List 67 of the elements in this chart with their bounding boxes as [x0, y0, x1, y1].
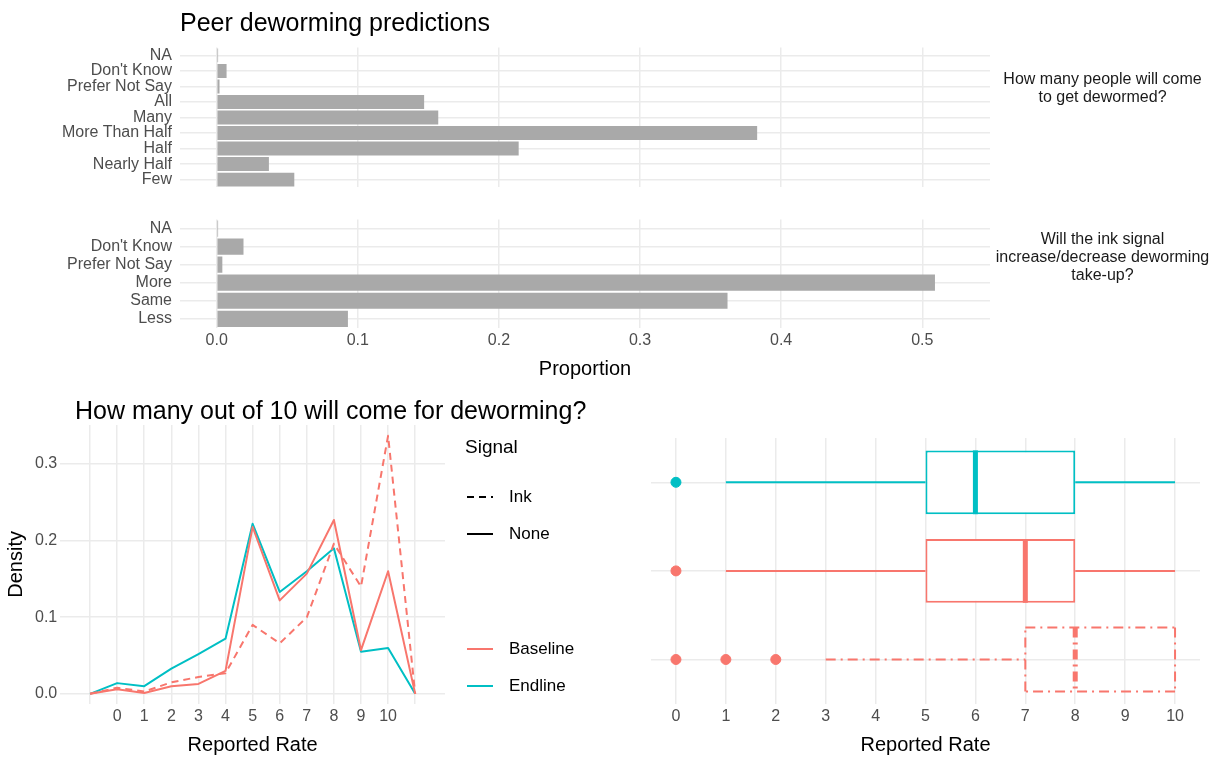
x-tick-label: 0.2: [487, 330, 511, 348]
x-tick-label: 7: [1020, 706, 1030, 724]
bar: [217, 94, 425, 109]
y-tick-label: NA: [149, 45, 173, 63]
x-tick-label: 4: [221, 706, 231, 724]
x-tick-label: 0.1: [346, 330, 370, 348]
x-tick-label: 0.3: [628, 330, 652, 348]
bar: [217, 126, 758, 141]
bar: [217, 292, 728, 309]
y-tick-label: 0.2: [34, 531, 58, 549]
text: How many people will come to get dewormed?: [1002, 70, 1203, 106]
x-tick-label: 8: [329, 706, 339, 724]
x-tick-label: 10: [1166, 706, 1185, 724]
bar: [217, 238, 244, 255]
y-tick-label: 0.0: [34, 684, 58, 702]
y-tick-label: Don't Know: [90, 61, 173, 79]
y-tick-label: Don't Know: [90, 237, 173, 255]
x-tick-label: 3: [821, 706, 831, 724]
bar: [217, 310, 348, 327]
y-tick-label: Prefer Not Say: [67, 76, 172, 94]
x-tick-label: 2: [771, 706, 781, 724]
bar: [217, 110, 439, 125]
x-tick-label: 9: [1120, 706, 1130, 724]
legend-label: Endline: [509, 675, 566, 696]
x-tick-label: 5: [921, 706, 931, 724]
x-tick-label: 3: [193, 706, 203, 724]
text: Ink: [509, 486, 532, 507]
x-tick-label: 4: [871, 706, 881, 724]
text: None: [509, 523, 550, 544]
x-tick-label: 1: [139, 706, 149, 724]
x-tick-label: 1: [721, 706, 731, 724]
y-tick-label: Nearly Half: [92, 154, 173, 172]
bar: [217, 274, 935, 291]
chart-title: Peer deworming predictions: [180, 8, 490, 37]
x-tick-label: 0: [671, 706, 681, 724]
x-tick-label: 8: [1070, 706, 1080, 724]
x-tick-label: 2: [166, 706, 176, 724]
y-axis-title: Density: [3, 531, 26, 598]
bar: [217, 256, 223, 273]
x-tick-label: 0.5: [911, 330, 934, 348]
x-tick-label: 9: [356, 706, 366, 724]
x-axis-title: Reported Rate: [860, 732, 991, 755]
x-tick-label: 5: [248, 706, 258, 724]
x-tick-label: 6: [275, 706, 285, 724]
y-tick-label: Half: [143, 138, 173, 156]
x-tick-label: 0: [112, 706, 122, 724]
x-axis-title: Proportion: [538, 356, 632, 379]
y-tick-label: 0.3: [34, 454, 58, 472]
y-tick-label: NA: [149, 219, 173, 237]
bar: [217, 172, 295, 187]
y-tick-label: Few: [141, 170, 173, 188]
legend-title: Signal: [465, 436, 519, 458]
x-tick-label: 6: [970, 706, 980, 724]
y-tick-label: Many: [132, 107, 172, 125]
y-tick-label: More: [135, 273, 173, 291]
chart-title: How many out of 10 will come for deworming?: [75, 396, 587, 425]
y-tick-label: Prefer Not Say: [67, 255, 172, 273]
y-tick-label: Less: [138, 309, 172, 327]
x-tick-label: 0.4: [770, 330, 793, 348]
y-tick-label: Same: [130, 291, 173, 309]
legend-label: Baseline: [509, 638, 575, 659]
x-tick-label: 7: [302, 706, 312, 724]
y-tick-label: 0.1: [34, 607, 58, 625]
x-tick-label: 10: [379, 706, 398, 724]
x-axis-title: Reported Rate: [187, 732, 318, 755]
x-tick-label: 0.0: [205, 330, 228, 348]
text: Will the ink signal increase/decrease deworming take-up?: [995, 230, 1210, 284]
